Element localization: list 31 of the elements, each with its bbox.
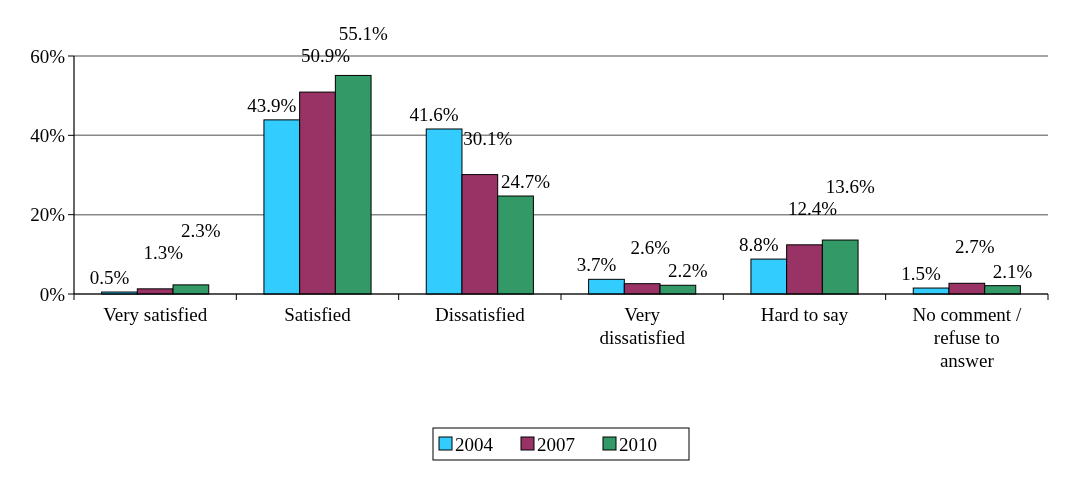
- data-label: 13.6%: [825, 175, 875, 197]
- legend-label: 2010: [619, 433, 657, 455]
- data-label: 2.2%: [668, 260, 708, 282]
- legend-label: 2004: [455, 433, 494, 455]
- y-tick-label: 20%: [30, 204, 66, 226]
- y-tick-label: 60%: [30, 45, 66, 67]
- data-label: 2.7%: [955, 236, 995, 258]
- data-label: 1.5%: [901, 263, 942, 285]
- legend-label: 2007: [537, 433, 575, 455]
- data-label: 2.1%: [992, 260, 1033, 282]
- data-label: 12.4%: [787, 197, 838, 219]
- data-label: 30.1%: [463, 127, 513, 149]
- x-tick-label: Very satisfied: [103, 304, 208, 325]
- x-tick-label: Very dissatisfied: [599, 304, 686, 348]
- data-label: 1.3%: [143, 241, 184, 263]
- data-label: 41.6%: [409, 103, 459, 125]
- y-tick-label: 40%: [30, 124, 66, 146]
- data-label: 0.5%: [89, 267, 130, 289]
- data-label: 2.3%: [181, 219, 221, 241]
- y-tick-label: 0%: [39, 283, 66, 305]
- x-tick-label: Dissatisfied: [434, 304, 526, 325]
- data-label: 43.9%: [247, 94, 297, 116]
- data-label: 2.6%: [630, 236, 671, 258]
- x-tick-label: No comment / refuse to answer: [912, 304, 1022, 371]
- data-label: 8.8%: [739, 234, 779, 256]
- data-label: 55.1%: [338, 23, 388, 45]
- data-label: 24.7%: [501, 171, 551, 193]
- x-tick-label: Hard to say: [760, 304, 849, 325]
- data-label: 3.7%: [576, 254, 617, 276]
- data-label: 50.9%: [300, 45, 351, 67]
- x-tick-label: Satisfied: [284, 304, 352, 325]
